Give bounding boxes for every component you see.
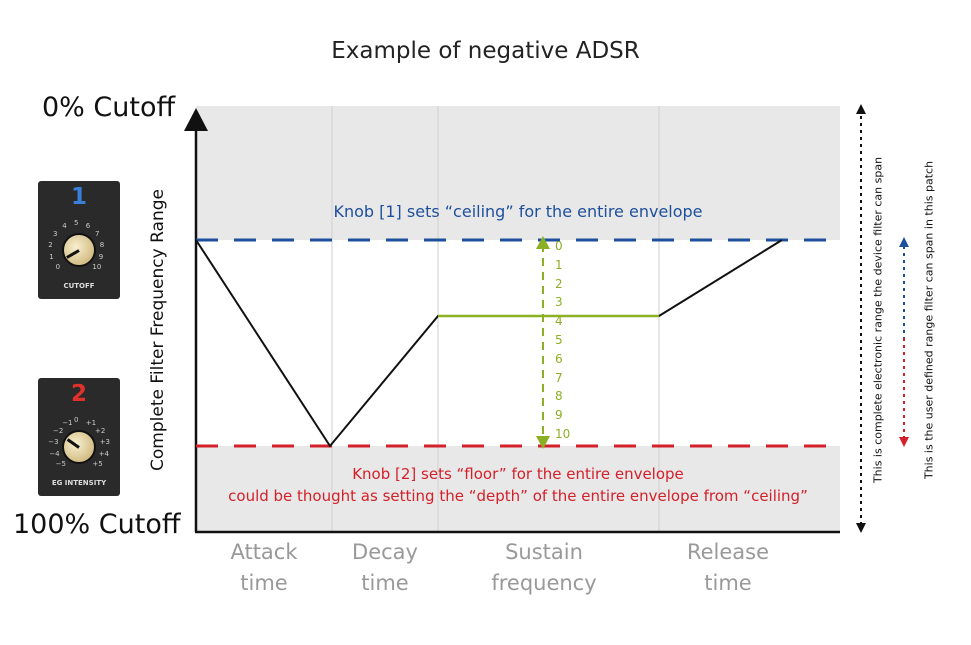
- sustain-scale-label: 10: [555, 427, 571, 441]
- user-range-up-head: [899, 237, 909, 247]
- knob-scale-label: 4: [62, 221, 67, 230]
- device-range-note: This is complete electronic range the de…: [871, 156, 885, 484]
- knob-2-eg-intensity: 2 −5 −4 −3 −2 −1 0 +1 +2 +3 +4 +5 EG INTENSITY: [38, 378, 120, 496]
- sustain-scale-label: 0: [555, 239, 563, 253]
- y-axis-title: Complete Filter Frequency Range: [148, 189, 168, 471]
- envelope-curve: [195, 239, 783, 448]
- knob-1-number: 1: [70, 184, 87, 210]
- knob-scale-label: −5: [55, 460, 66, 469]
- knob-scale-label: −4: [49, 450, 60, 458]
- sustain-scale-label: 1: [555, 257, 563, 272]
- sustain-scale-label: 4: [555, 314, 563, 329]
- knob-scale-label: 8: [99, 240, 105, 249]
- sustain-scale-label: 7: [555, 370, 563, 385]
- knob-scale-label: 6: [85, 221, 91, 230]
- sustain-scale-label: 3: [555, 295, 563, 310]
- knob-1-cutoff: 1 0 1 2 3 4 5 6 7 8 9 10 CUTOFF: [38, 181, 120, 299]
- knob-2-number: 2: [70, 381, 87, 407]
- sustain-scale-label: 2: [555, 276, 563, 291]
- knob-scale-label: 5: [74, 219, 79, 227]
- zero-percent-cutoff-label: 0% Cutoff: [42, 92, 176, 123]
- knob-scale-label: +2: [95, 426, 106, 435]
- floor-note-line2: could be thought as setting the “depth” …: [228, 487, 808, 505]
- knob-scale-label: 0: [55, 263, 61, 272]
- knob-scale-label: −3: [48, 437, 59, 446]
- knob-scale-label: 10: [92, 263, 102, 272]
- knob-scale-label: +1: [85, 418, 97, 427]
- knob-scale-label: 1: [49, 253, 54, 261]
- device-range-down-head: [856, 523, 866, 533]
- knob-2-label: EG INTENSITY: [51, 479, 107, 487]
- knob-scale-label: +3: [99, 437, 111, 446]
- phase-label-release: Release time: [686, 540, 770, 595]
- hundred-percent-cutoff-label: 100% Cutoff: [13, 509, 181, 540]
- device-range-up-head: [856, 104, 866, 114]
- phase-label-attack: Attack time: [230, 540, 298, 595]
- phase-label-decay: Decay time: [352, 540, 418, 595]
- user-range-down-head: [899, 437, 909, 447]
- y-axis-arrowhead: [184, 108, 208, 131]
- knob-scale-label: 7: [95, 229, 100, 238]
- knob-scale-label: +4: [98, 450, 110, 458]
- upper-shaded-region: [196, 106, 840, 240]
- knob-scale-label: 0: [74, 416, 79, 424]
- lower-shaded-region: [196, 446, 840, 532]
- knob-scale-label: −2: [53, 426, 64, 435]
- sustain-scale-label: 8: [555, 389, 563, 404]
- user-range-note: This is the user defined range filter ca…: [922, 160, 936, 480]
- knob-2-cap: [62, 430, 96, 464]
- sustain-arrow-up-head: [536, 236, 550, 249]
- floor-note-line1: Knob [2] sets “floor” for the entire env…: [352, 465, 684, 483]
- knob-scale-label: 2: [48, 240, 53, 249]
- sustain-scale-label: 9: [555, 408, 563, 423]
- knob-scale-label: 9: [98, 253, 104, 261]
- knob-scale-label: −1: [62, 418, 73, 427]
- diagram-title: Example of negative ADSR: [331, 38, 640, 64]
- phase-label-sustain: Sustain frequency: [491, 540, 597, 595]
- knob-scale-label: 3: [53, 229, 58, 238]
- sustain-scale-label: 5: [555, 333, 563, 347]
- knob-scale-label: +5: [92, 460, 103, 469]
- sustain-scale-label: 6: [555, 351, 563, 366]
- ceiling-note: Knob [1] sets “ceiling” for the entire e…: [333, 202, 703, 221]
- knob-1-cap: [62, 233, 96, 267]
- sustain-arrow-down-head: [536, 436, 550, 449]
- knob-1-label: CUTOFF: [63, 282, 95, 290]
